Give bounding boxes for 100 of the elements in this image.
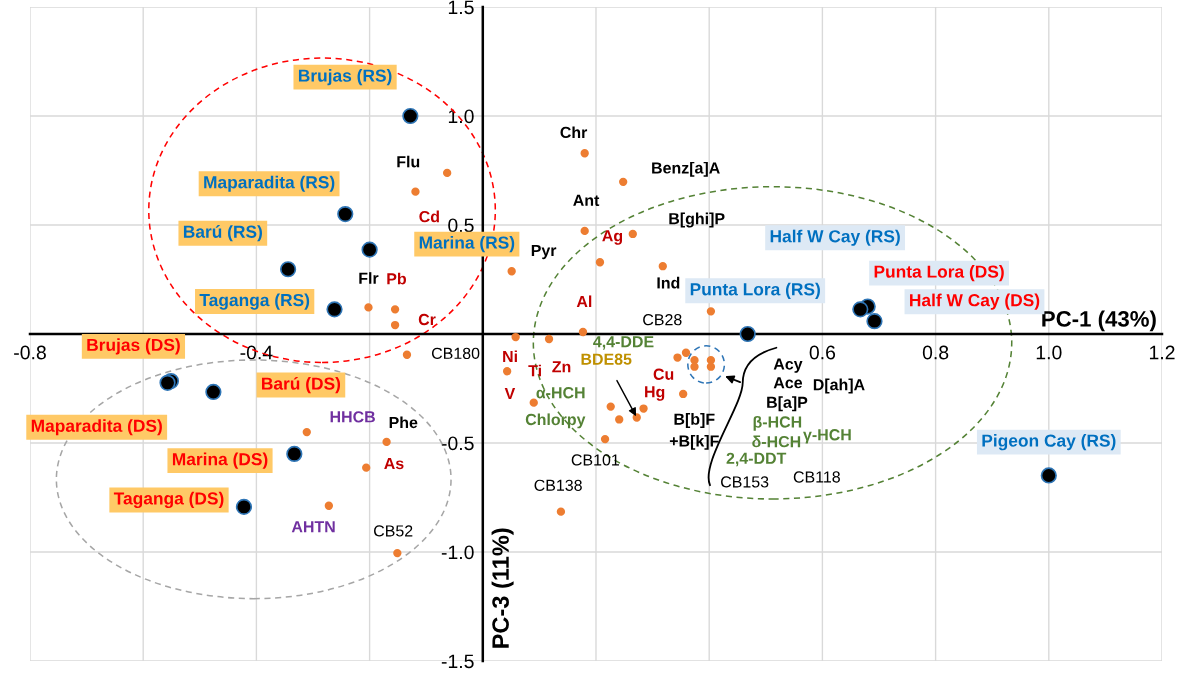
annotation: Taganga (DS): [113, 491, 224, 509]
annotation: Chr: [560, 126, 588, 139]
point: [390, 320, 400, 330]
point: [502, 367, 512, 376]
x-tick-label: 0.6: [809, 345, 836, 360]
point: [658, 262, 667, 271]
point: [402, 107, 419, 125]
point: [606, 402, 615, 411]
annotation: 4,4-DDE: [593, 336, 654, 350]
annotation: Flr: [359, 272, 379, 284]
annotation: Ti: [528, 364, 541, 377]
x-tick-label: 1.2: [1149, 345, 1175, 360]
annotation: Brujas (RS): [298, 69, 392, 86]
annotation: CB180: [431, 347, 480, 359]
annotation: Cu: [653, 368, 674, 380]
point: [580, 149, 589, 158]
y-tick-label: 0.5: [448, 218, 474, 233]
annotation: α-HCH: [536, 387, 585, 399]
annotation: Benz[a]A: [652, 161, 720, 177]
annotation: Al: [576, 295, 592, 307]
point: [364, 303, 373, 312]
point: [556, 507, 566, 516]
point: [615, 415, 624, 424]
point: [628, 229, 637, 239]
annotation: CB28: [643, 314, 682, 326]
annotation: β-HCH: [753, 415, 802, 431]
annotation: CB138: [534, 479, 582, 491]
x-tick-label: -0.8: [14, 345, 46, 360]
point: [507, 267, 516, 276]
y-tick-label: -0.5: [441, 436, 474, 451]
annotation: Punta Lora (DS): [874, 265, 1004, 282]
y-tick-label: -1.5: [441, 654, 474, 669]
annotation: B[ghi]P: [669, 212, 725, 228]
annotation: CB118: [793, 471, 840, 483]
point: [679, 389, 688, 399]
annotation: Chlorpy: [525, 413, 586, 429]
annotation: Pb: [387, 272, 407, 285]
point: [393, 548, 402, 558]
point: [595, 258, 605, 267]
point: [362, 463, 371, 472]
annotation: CB101: [571, 454, 619, 466]
annotation: Hg: [645, 386, 665, 401]
annotation: Ant: [573, 194, 600, 206]
annotation: AHTN: [291, 521, 335, 533]
point: [1040, 467, 1057, 484]
y-tick-label: 1.0: [448, 109, 474, 124]
annotation: Zn: [552, 361, 571, 373]
annotation: Taganga (RS): [199, 293, 310, 310]
annotation: D[ah]A: [813, 378, 865, 394]
annotation: Marina (RS): [419, 235, 515, 253]
point: [578, 327, 588, 337]
y-tick-label: -1.0: [441, 545, 474, 560]
x-axis-title: PC-1 (43%): [1042, 310, 1156, 332]
annotation: Pigeon Cay (RS): [982, 434, 1116, 451]
point: [302, 427, 311, 437]
y-tick-label: 1.5: [448, 0, 474, 15]
annotation: Ag: [602, 230, 623, 245]
point: [619, 177, 628, 186]
annotation: CB153: [721, 476, 769, 488]
annotation: Maparadita (RS): [204, 175, 335, 192]
annotation: Acy: [773, 358, 803, 373]
annotation: Ace: [773, 377, 803, 389]
point: [324, 501, 334, 510]
point: [337, 205, 354, 223]
point: [544, 334, 554, 344]
annotation: Maparadita (DS): [31, 419, 162, 436]
y-axis-title: PC-3 (11%): [491, 528, 514, 648]
point: [361, 241, 378, 258]
annotation: γ-HCH: [803, 429, 851, 444]
point: [326, 301, 343, 318]
point: [286, 445, 303, 463]
point: [402, 350, 412, 359]
point: [205, 383, 222, 401]
annotation: V: [504, 388, 516, 400]
point: [411, 187, 420, 196]
point: [580, 226, 589, 236]
point: [739, 325, 756, 343]
annotation: Barú (DS): [262, 376, 341, 394]
annotation: Ni: [503, 350, 517, 363]
annotation: Cd: [419, 210, 439, 223]
point: [235, 498, 253, 515]
annotation: Half W Cay (DS): [910, 293, 1040, 310]
annotation: BDE85: [581, 353, 632, 365]
annotation: B[b]F +B[k]F: [669, 413, 719, 450]
point: [632, 413, 641, 422]
annotation: 2,4-DDT: [726, 452, 787, 467]
point: [866, 313, 883, 330]
x-tick-label: -0.4: [240, 345, 273, 360]
annotation: CB52: [374, 525, 413, 537]
annotation: Brujas (DS): [87, 338, 180, 355]
point: [382, 437, 391, 447]
point: [852, 301, 869, 318]
annotation: As: [384, 458, 404, 470]
x-tick-label: 1.0: [1036, 345, 1062, 360]
annotation: Phe: [389, 416, 418, 429]
annotation: Punta Lora (RS): [690, 282, 820, 299]
point: [639, 404, 648, 413]
annotation: Ind: [657, 276, 680, 289]
annotation: δ-HCH: [752, 435, 801, 448]
annotation: Barú (RS): [183, 224, 262, 242]
